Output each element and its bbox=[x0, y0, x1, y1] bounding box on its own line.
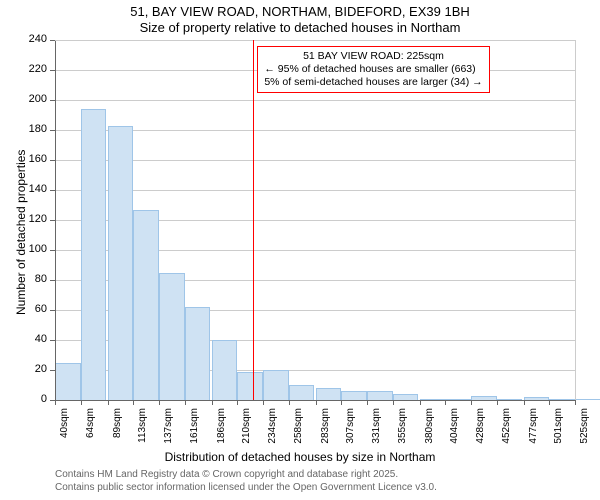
x-tick-label: 307sqm bbox=[345, 408, 356, 456]
marker-line bbox=[253, 40, 254, 400]
annotation-line: ← 95% of detached houses are smaller (66… bbox=[264, 63, 482, 76]
x-tick-label: 113sqm bbox=[137, 408, 148, 456]
annotation-box: 51 BAY VIEW ROAD: 225sqm← 95% of detache… bbox=[257, 46, 489, 93]
x-tick-label: 525sqm bbox=[579, 408, 590, 456]
histogram-bar bbox=[237, 372, 263, 401]
histogram-bar bbox=[159, 273, 185, 401]
histogram-bar bbox=[108, 126, 134, 401]
histogram-bar bbox=[341, 391, 367, 400]
y-tick-label: 220 bbox=[17, 63, 47, 75]
histogram-bar bbox=[575, 399, 600, 400]
annotation-line: 5% of semi-detached houses are larger (3… bbox=[264, 76, 482, 89]
footer-line2: Contains public sector information licen… bbox=[55, 481, 437, 494]
y-tick-label: 60 bbox=[17, 303, 47, 315]
y-axis bbox=[55, 40, 56, 400]
y-tick-label: 160 bbox=[17, 153, 47, 165]
x-axis-top bbox=[55, 40, 575, 41]
x-tick-label: 210sqm bbox=[241, 408, 252, 456]
x-tick-label: 355sqm bbox=[397, 408, 408, 456]
x-tick-label: 452sqm bbox=[501, 408, 512, 456]
x-axis bbox=[55, 400, 575, 401]
x-tick-label: 186sqm bbox=[216, 408, 227, 456]
histogram-bar bbox=[185, 307, 211, 400]
x-tick-label: 234sqm bbox=[267, 408, 278, 456]
x-tick-label: 380sqm bbox=[424, 408, 435, 456]
x-tick-label: 477sqm bbox=[528, 408, 539, 456]
grid-line bbox=[55, 100, 575, 101]
plot-area: 51 BAY VIEW ROAD: 225sqm← 95% of detache… bbox=[55, 40, 575, 400]
annotation-line: 51 BAY VIEW ROAD: 225sqm bbox=[264, 50, 482, 63]
x-tick-label: 161sqm bbox=[189, 408, 200, 456]
x-tick-label: 331sqm bbox=[371, 408, 382, 456]
chart-title-line2: Size of property relative to detached ho… bbox=[0, 20, 600, 35]
y-axis-label: Number of detached properties bbox=[14, 150, 28, 315]
y-tick-label: 80 bbox=[17, 273, 47, 285]
histogram-bar bbox=[289, 385, 315, 400]
x-tick-label: 258sqm bbox=[293, 408, 304, 456]
x-tick-label: 137sqm bbox=[163, 408, 174, 456]
x-tick-label: 501sqm bbox=[553, 408, 564, 456]
x-tick-label: 404sqm bbox=[449, 408, 460, 456]
y-tick-label: 0 bbox=[17, 393, 47, 405]
y-tick-label: 140 bbox=[17, 183, 47, 195]
y-tick-label: 100 bbox=[17, 243, 47, 255]
x-tick-label: 283sqm bbox=[320, 408, 331, 456]
x-tick-label: 428sqm bbox=[475, 408, 486, 456]
chart-container: 51, BAY VIEW ROAD, NORTHAM, BIDEFORD, EX… bbox=[0, 0, 600, 500]
footer-line1: Contains HM Land Registry data © Crown c… bbox=[55, 468, 437, 481]
histogram-bar bbox=[263, 370, 289, 400]
histogram-bar bbox=[133, 210, 159, 401]
y-tick-label: 200 bbox=[17, 93, 47, 105]
y-tick-label: 180 bbox=[17, 123, 47, 135]
y-tick-label: 120 bbox=[17, 213, 47, 225]
histogram-bar bbox=[316, 388, 342, 400]
x-tick-label: 89sqm bbox=[112, 408, 123, 456]
y-tick-label: 20 bbox=[17, 363, 47, 375]
x-tick bbox=[575, 400, 576, 405]
footer-attribution: Contains HM Land Registry data © Crown c… bbox=[55, 468, 437, 494]
y-tick-label: 40 bbox=[17, 333, 47, 345]
histogram-bar bbox=[212, 340, 238, 400]
chart-title-line1: 51, BAY VIEW ROAD, NORTHAM, BIDEFORD, EX… bbox=[0, 4, 600, 19]
histogram-bar bbox=[367, 391, 393, 400]
histogram-bar bbox=[55, 363, 81, 401]
histogram-bar bbox=[81, 109, 107, 400]
x-tick-label: 40sqm bbox=[59, 408, 70, 456]
x-tick-label: 64sqm bbox=[85, 408, 96, 456]
y-tick-label: 240 bbox=[17, 33, 47, 45]
y-axis-right bbox=[575, 40, 576, 400]
